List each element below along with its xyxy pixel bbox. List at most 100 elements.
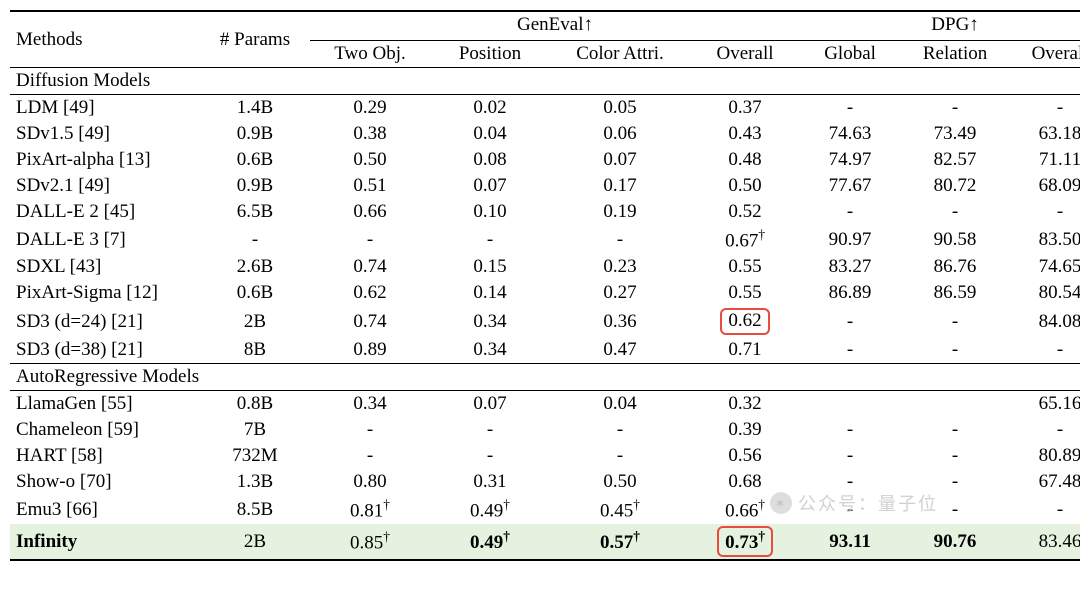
cell-relation: -	[900, 495, 1010, 524]
cell-relation: -	[900, 443, 1010, 469]
col-methods: Methods	[10, 11, 200, 68]
cell-overall-dpg: 63.18	[1010, 121, 1080, 147]
cell-relation: 73.49	[900, 121, 1010, 147]
cell-two-obj: 0.74	[310, 306, 430, 337]
cell-params: 7B	[200, 417, 310, 443]
cell-overall-dpg: 84.08	[1010, 306, 1080, 337]
cell-global: 93.11	[800, 524, 900, 559]
cell-params: 1.3B	[200, 469, 310, 495]
cell-global: -	[800, 443, 900, 469]
cell-overall-dpg: 83.46	[1010, 524, 1080, 559]
cell-two-obj: 0.34	[310, 391, 430, 418]
cell-color-attri: 0.04	[550, 391, 690, 418]
cell-method: LDM [49]	[10, 95, 200, 122]
cell-color-attri: 0.47	[550, 337, 690, 364]
cell-position: -	[430, 443, 550, 469]
cell-two-obj: 0.89	[310, 337, 430, 364]
cell-overall-geneval: 0.50	[690, 173, 800, 199]
cell-params: 0.6B	[200, 147, 310, 173]
cell-color-attri: 0.57†	[550, 524, 690, 559]
cell-global: 74.63	[800, 121, 900, 147]
table-row: SD3 (d=24) [21]2B0.740.340.360.62--84.08	[10, 306, 1080, 337]
cell-method: Show-o [70]	[10, 469, 200, 495]
cell-method: SD3 (d=38) [21]	[10, 337, 200, 364]
cell-two-obj: -	[310, 225, 430, 254]
cell-overall-dpg: -	[1010, 495, 1080, 524]
table-row: Emu3 [66]8.5B0.81†0.49†0.45†0.66†---	[10, 495, 1080, 524]
cell-position: 0.10	[430, 199, 550, 225]
cell-color-attri: 0.17	[550, 173, 690, 199]
cell-global: 90.97	[800, 225, 900, 254]
cell-two-obj: 0.81†	[310, 495, 430, 524]
col-overall-dpg: Overall	[1010, 41, 1080, 68]
cell-position: 0.15	[430, 254, 550, 280]
col-color-attri: Color Attri.	[550, 41, 690, 68]
cell-overall-dpg: 65.16	[1010, 391, 1080, 418]
cell-two-obj: -	[310, 443, 430, 469]
cell-overall-dpg: 71.11	[1010, 147, 1080, 173]
cell-global: -	[800, 469, 900, 495]
table-row: PixArt-Sigma [12]0.6B0.620.140.270.5586.…	[10, 280, 1080, 306]
col-overall-geneval: Overall	[690, 41, 800, 68]
cell-relation: 80.72	[900, 173, 1010, 199]
cell-overall-dpg: 80.54	[1010, 280, 1080, 306]
cell-position: 0.31	[430, 469, 550, 495]
cell-method: LlamaGen [55]	[10, 391, 200, 418]
cell-params: 0.9B	[200, 121, 310, 147]
cell-overall-dpg: 74.65	[1010, 254, 1080, 280]
cell-overall-dpg: -	[1010, 199, 1080, 225]
table-row: SDv2.1 [49]0.9B0.510.070.170.5077.6780.7…	[10, 173, 1080, 199]
cell-position: 0.49†	[430, 524, 550, 559]
cell-method: PixArt-Sigma [12]	[10, 280, 200, 306]
cell-params: 1.4B	[200, 95, 310, 122]
cell-relation: -	[900, 95, 1010, 122]
cell-relation: 86.59	[900, 280, 1010, 306]
cell-color-attri: -	[550, 417, 690, 443]
cell-relation: 90.58	[900, 225, 1010, 254]
cell-color-attri: -	[550, 225, 690, 254]
cell-two-obj: 0.74	[310, 254, 430, 280]
cell-method: DALL-E 2 [45]	[10, 199, 200, 225]
cell-position: 0.49†	[430, 495, 550, 524]
cell-params: 0.9B	[200, 173, 310, 199]
cell-position: 0.08	[430, 147, 550, 173]
cell-overall-geneval: 0.66†	[690, 495, 800, 524]
table-row: SDXL [43]2.6B0.740.150.230.5583.2786.767…	[10, 254, 1080, 280]
cell-relation: 86.76	[900, 254, 1010, 280]
cell-overall-dpg: 83.50	[1010, 225, 1080, 254]
cell-two-obj: 0.29	[310, 95, 430, 122]
section-title: AutoRegressive Models	[10, 364, 1080, 391]
table-row: SDv1.5 [49]0.9B0.380.040.060.4374.6373.4…	[10, 121, 1080, 147]
cell-overall-geneval: 0.56	[690, 443, 800, 469]
cell-overall-dpg: -	[1010, 417, 1080, 443]
cell-overall-dpg: -	[1010, 95, 1080, 122]
cell-params: 0.8B	[200, 391, 310, 418]
cell-position: 0.34	[430, 337, 550, 364]
col-two-obj: Two Obj.	[310, 41, 430, 68]
group-dpg: DPG↑	[800, 11, 1080, 41]
cell-overall-dpg: 80.89	[1010, 443, 1080, 469]
cell-method: PixArt-alpha [13]	[10, 147, 200, 173]
cell-overall-dpg: -	[1010, 337, 1080, 364]
cell-color-attri: 0.27	[550, 280, 690, 306]
table-row: LlamaGen [55]0.8B0.340.070.040.3265.16	[10, 391, 1080, 418]
cell-two-obj: 0.85†	[310, 524, 430, 559]
cell-position: 0.07	[430, 173, 550, 199]
cell-overall-geneval: 0.39	[690, 417, 800, 443]
cell-method: SDXL [43]	[10, 254, 200, 280]
cell-global: 86.89	[800, 280, 900, 306]
cell-color-attri: 0.50	[550, 469, 690, 495]
cell-overall-geneval: 0.73†	[690, 524, 800, 559]
table-row: Infinity2B0.85†0.49†0.57†0.73†93.1190.76…	[10, 524, 1080, 559]
cell-position: 0.34	[430, 306, 550, 337]
cell-overall-dpg: 67.48	[1010, 469, 1080, 495]
cell-overall-geneval: 0.52	[690, 199, 800, 225]
cell-method: Infinity	[10, 524, 200, 559]
cell-method: Chameleon [59]	[10, 417, 200, 443]
cell-params: 8.5B	[200, 495, 310, 524]
cell-params: -	[200, 225, 310, 254]
cell-params: 2B	[200, 524, 310, 559]
cell-relation: -	[900, 469, 1010, 495]
cell-two-obj: -	[310, 417, 430, 443]
cell-global: 77.67	[800, 173, 900, 199]
